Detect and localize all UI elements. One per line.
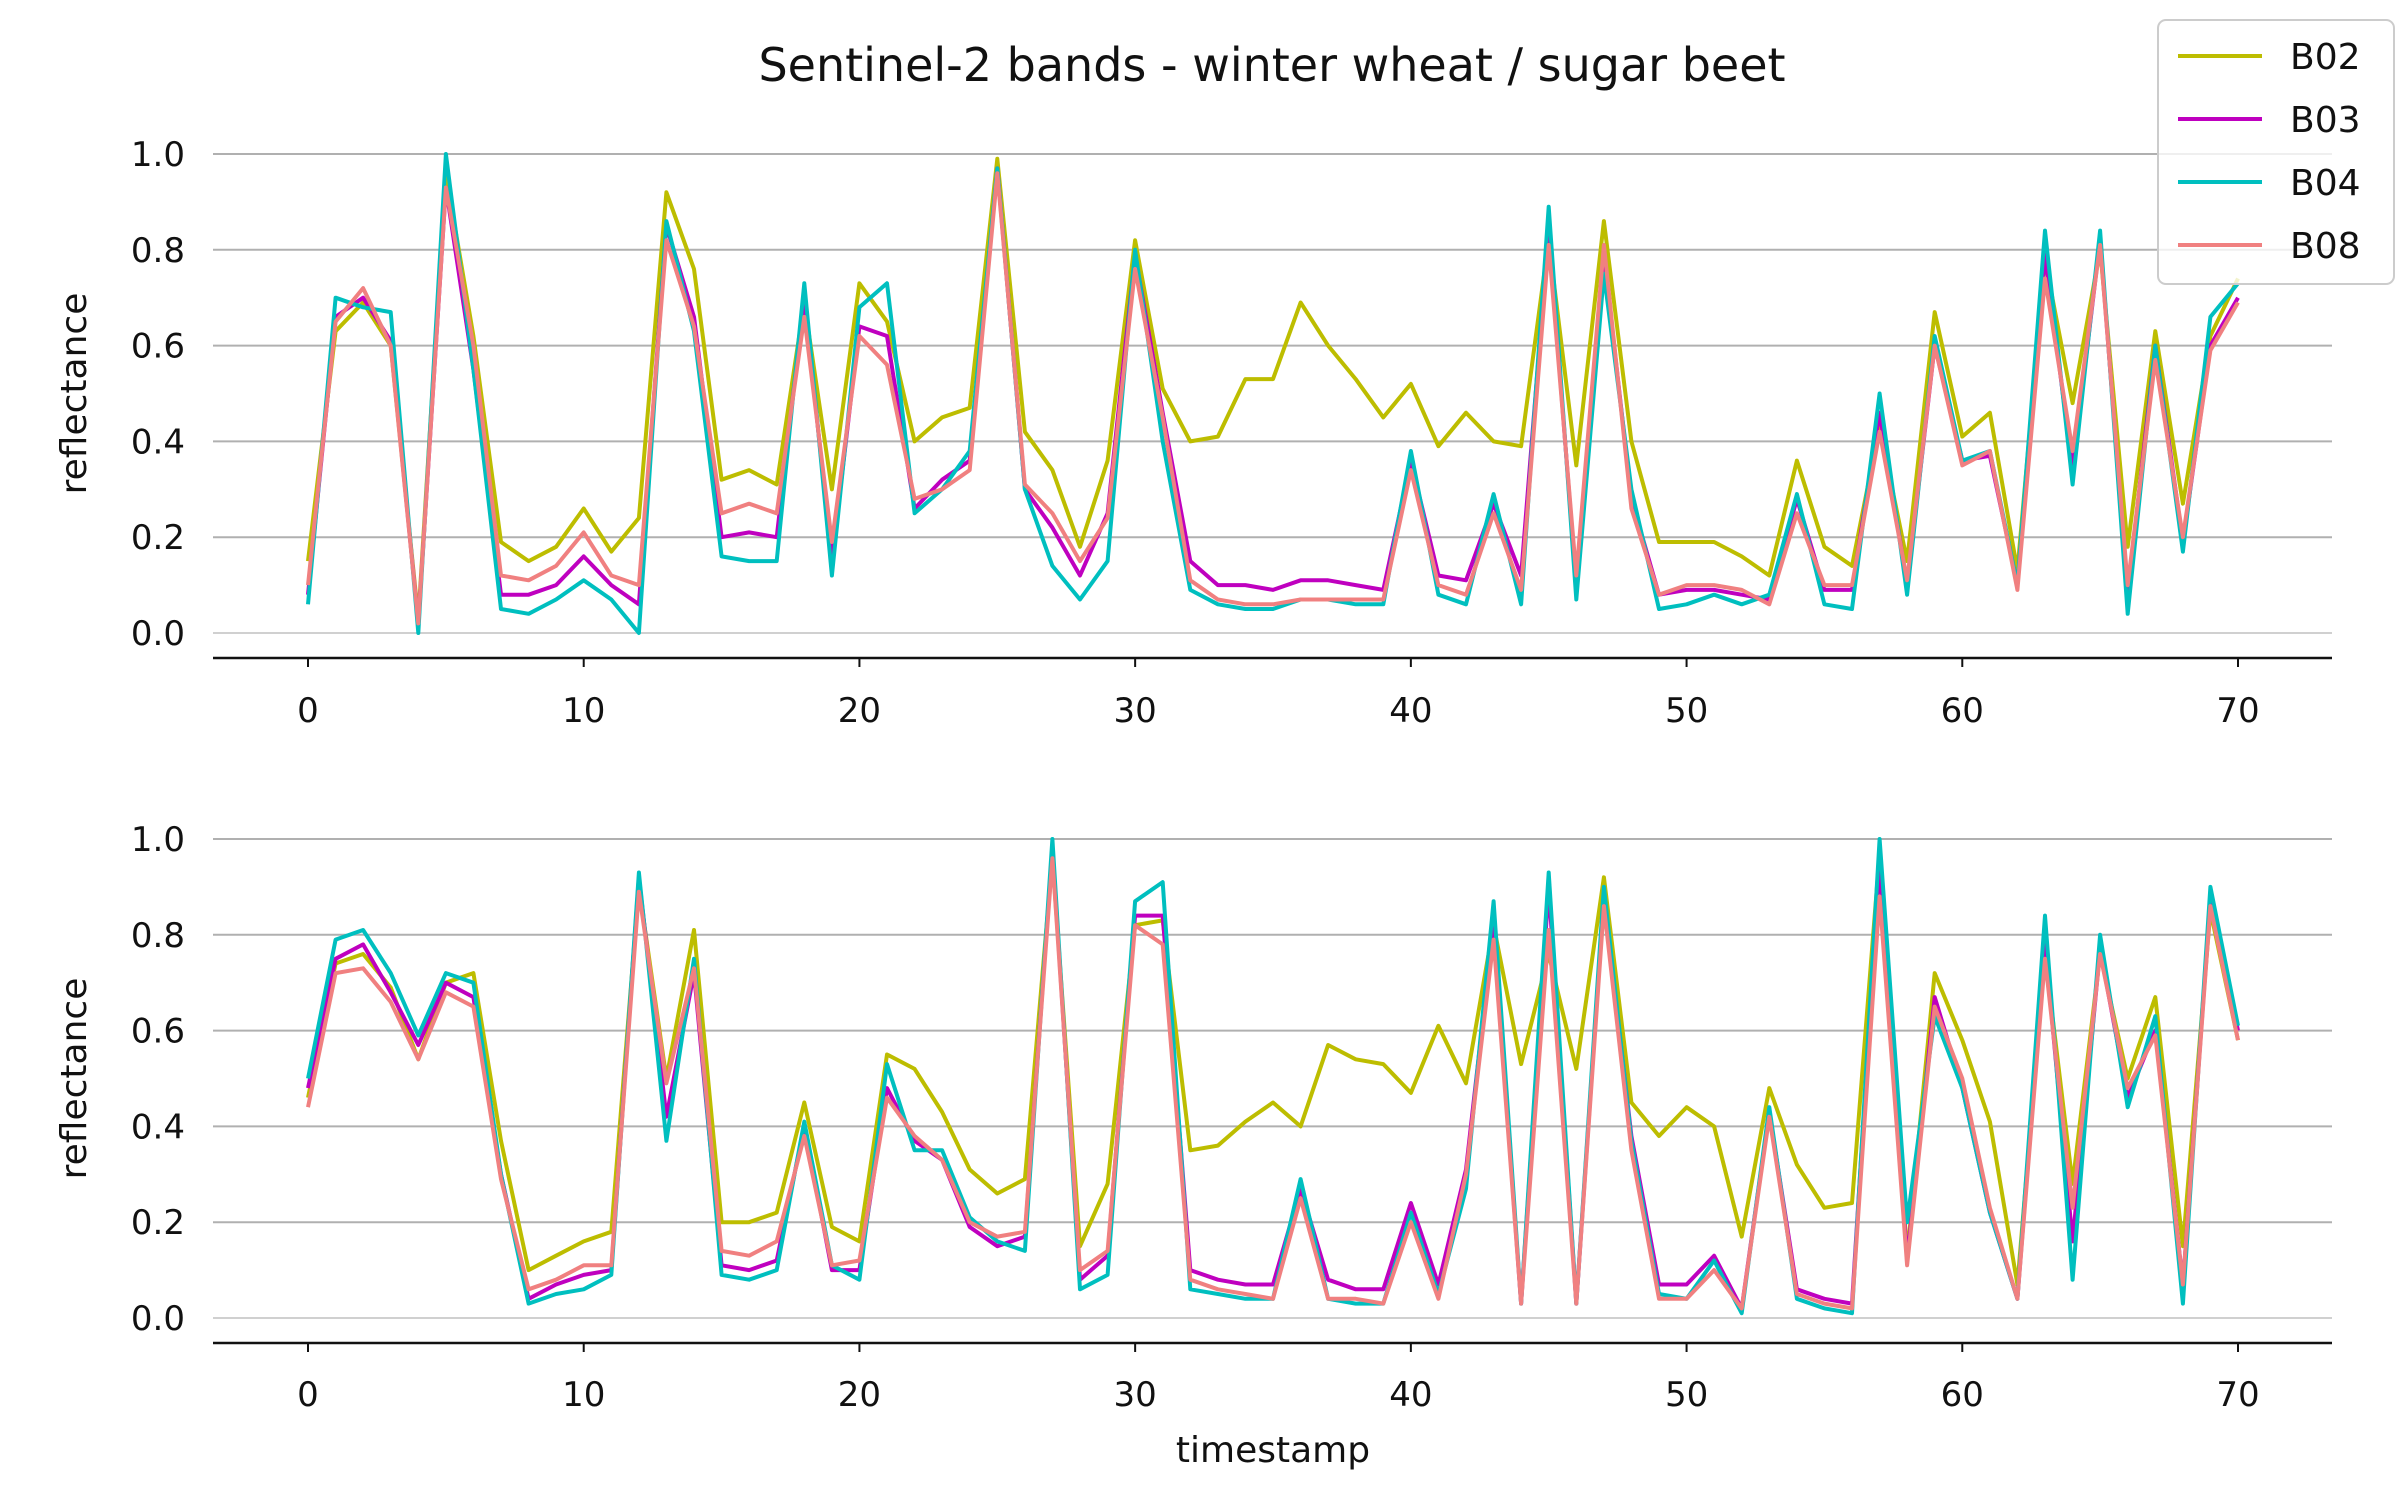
x-axis-title: timestamp xyxy=(1176,1430,1370,1471)
x-tick-label: 30 xyxy=(1114,691,1157,731)
series-line-b04 xyxy=(306,837,2240,1316)
series-line-b03 xyxy=(306,846,2240,1311)
y-tick-label: 0.6 xyxy=(131,1012,185,1052)
x-tick-label: 60 xyxy=(1941,691,1984,731)
series-line-b02 xyxy=(306,156,2240,621)
series-line-b08 xyxy=(306,856,2240,1311)
x-tick-label: 50 xyxy=(1665,691,1708,731)
y-tick-label: 0.4 xyxy=(131,1107,185,1147)
series-line-b08 xyxy=(306,171,2240,626)
x-tick-label: 40 xyxy=(1389,691,1432,731)
y-tick-label: 0.6 xyxy=(131,327,185,367)
x-tick-label: 20 xyxy=(838,1375,881,1415)
x-tick-label: 10 xyxy=(562,1375,605,1415)
y-tick-label: 0.0 xyxy=(131,1299,185,1339)
legend-label: B04 xyxy=(2290,163,2361,204)
legend-label: B08 xyxy=(2290,226,2361,267)
y-axis-title: reflectance xyxy=(54,293,95,495)
x-tick-label: 70 xyxy=(2216,691,2259,731)
y-tick-label: 1.0 xyxy=(131,135,185,175)
y-tick-label: 0.2 xyxy=(131,1203,185,1243)
x-tick-label: 10 xyxy=(562,691,605,731)
x-tick-label: 0 xyxy=(297,1375,319,1415)
y-tick-label: 0.8 xyxy=(131,916,185,956)
x-tick-label: 40 xyxy=(1389,1375,1432,1415)
y-tick-label: 0.4 xyxy=(131,422,185,462)
y-axis-title: reflectance xyxy=(54,978,95,1180)
legend-box xyxy=(2157,19,2395,285)
legend-label: B03 xyxy=(2290,100,2361,141)
y-tick-label: 0.8 xyxy=(131,231,185,271)
x-tick-label: 0 xyxy=(297,691,319,731)
x-tick-label: 30 xyxy=(1114,1375,1157,1415)
x-tick-label: 50 xyxy=(1665,1375,1708,1415)
x-tick-label: 60 xyxy=(1941,1375,1984,1415)
legend: B02 B03 B04 B08 xyxy=(2157,19,2395,285)
y-tick-label: 1.0 xyxy=(131,820,185,860)
x-tick-label: 20 xyxy=(838,691,881,731)
subplots: 0.0 0.2 0.4 0.6 0.8 1.0 0 10 20 30 40 50 60 70 reflect… xyxy=(54,135,2332,1471)
y-tick-label: 0.2 xyxy=(131,518,185,558)
subplot-2: 0.0 0.2 0.4 0.6 0.8 1.0 0 10 20 30 40 50 60 70 reflect… xyxy=(54,820,2332,1471)
x-tick-label: 70 xyxy=(2216,1375,2259,1415)
series-line-b02 xyxy=(306,851,2240,1287)
chart-title: Sentinel-2 bands - winter wheat / sugar … xyxy=(758,38,1785,92)
series-line-b04 xyxy=(306,152,2240,635)
y-tick-label: 0.0 xyxy=(131,614,185,654)
legend-label: B02 xyxy=(2290,37,2361,78)
subplot-1: 0.0 0.2 0.4 0.6 0.8 1.0 0 10 20 30 40 50 60 70 reflect… xyxy=(54,135,2332,731)
